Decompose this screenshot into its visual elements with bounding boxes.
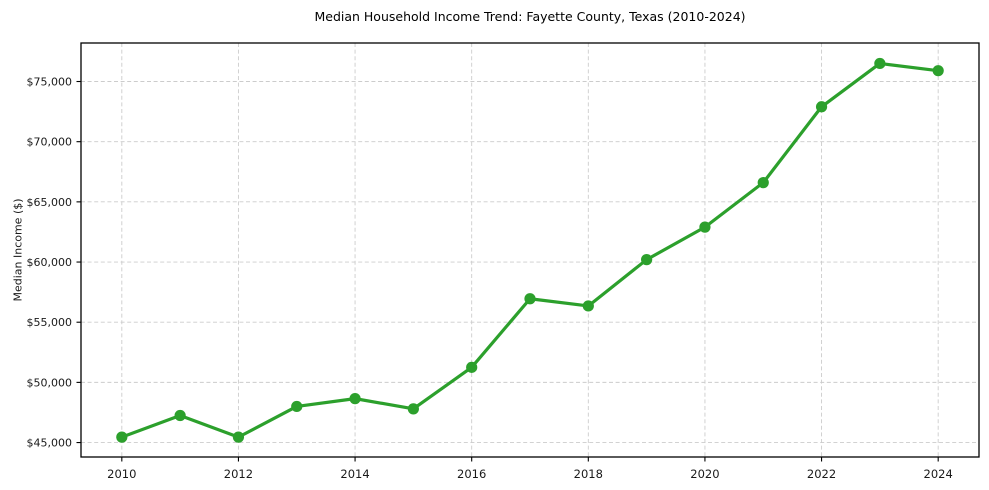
x-tick-label: 2016 [457,467,486,481]
x-tick-label: 2022 [807,467,836,481]
data-point-marker [349,393,361,405]
x-tick-label: 2012 [224,467,253,481]
data-point-marker [582,300,594,312]
y-tick-label: $75,000 [27,76,73,89]
data-point-marker [932,65,944,77]
data-point-marker [174,409,186,422]
data-point-marker [466,361,478,373]
data-point-marker [232,431,245,443]
y-tick-label: $65,000 [27,196,73,209]
data-point-marker [116,431,128,443]
x-tick-label: 2010 [107,467,136,481]
data-point-marker [291,400,303,413]
data-point-marker [815,101,828,113]
data-point-marker [641,254,653,266]
data-line [120,61,940,439]
data-point-marker [874,57,886,70]
x-tick-label: 2018 [574,467,603,481]
data-point-marker [407,403,419,415]
x-tick-label: 2014 [340,467,369,481]
y-tick-label: $70,000 [27,136,73,149]
data-point-marker [524,293,536,305]
x-tick-label: 2024 [924,467,953,481]
y-tick-label: $50,000 [27,376,73,389]
y-tick-label: $45,000 [27,437,73,450]
data-point-marker [699,221,711,233]
chart-title: Median Household Income Trend: Fayette C… [314,9,746,24]
y-tick-label: $60,000 [27,256,73,269]
x-tick-label: 2020 [690,467,719,481]
data-point-marker [757,177,769,189]
y-tick-label: $55,000 [27,316,73,329]
plot-border [80,42,980,458]
